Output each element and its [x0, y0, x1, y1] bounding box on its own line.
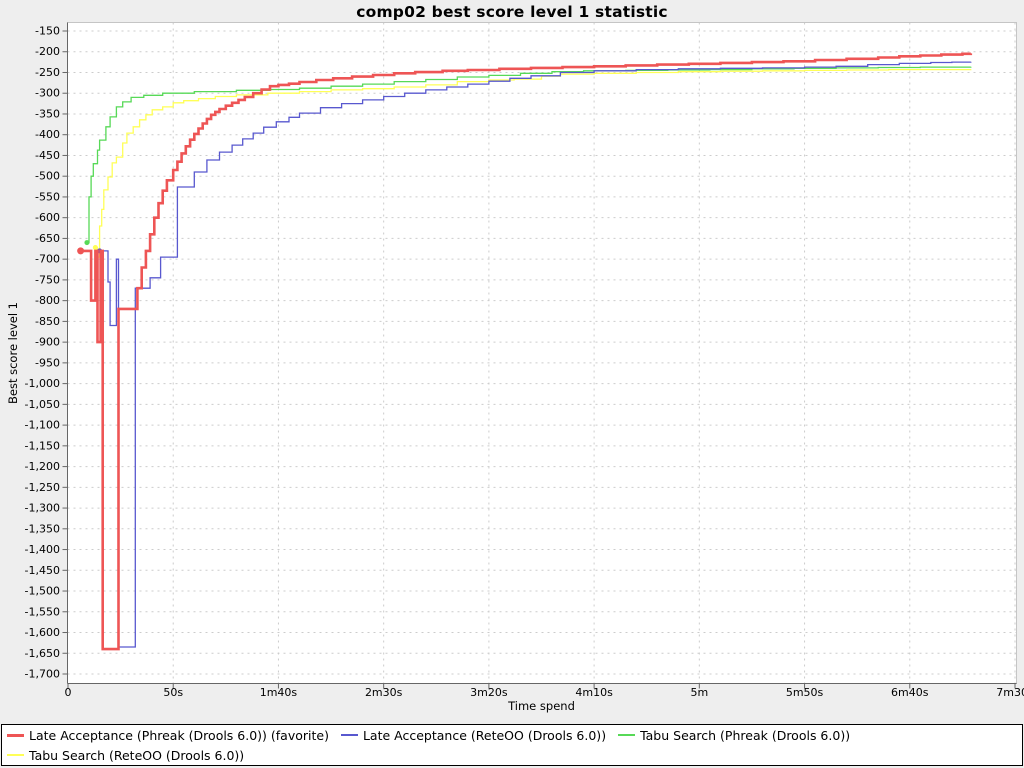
series-line-late-acceptance-reteoo	[99, 61, 972, 648]
y-tick-label: -1,250	[25, 481, 60, 494]
legend-item-tabu-search-reteoo: Tabu Search (ReteOO (Drools 6.0))	[7, 746, 244, 765]
x-tick-label: 5m50s	[786, 686, 824, 699]
x-tick-label: 4m10s	[575, 686, 613, 699]
y-tick-label: -1,600	[25, 626, 60, 639]
legend-swatch-tabu-search-reteoo	[7, 754, 24, 756]
legend-item-late-acceptance-reteoo: Late Acceptance (ReteOO (Drools 6.0))	[340, 726, 607, 745]
chart-title: comp02 best score level 1 statistic	[356, 3, 668, 21]
series-line-tabu-search-reteoo	[95, 68, 972, 258]
y-tick-label: -1,300	[25, 502, 60, 515]
y-tick-label: -1,650	[25, 647, 60, 660]
legend-item-tabu-search-phreak: Tabu Search (Phreak (Drools 6.0))	[618, 726, 850, 745]
series-start-marker-tabu-search-reteoo	[92, 245, 98, 251]
y-tick-label: -1,050	[25, 398, 60, 411]
y-tick-label: -1,700	[25, 668, 60, 681]
legend-swatch-late-acceptance-phreak	[7, 733, 24, 737]
y-tick-label: -1,500	[25, 585, 60, 598]
x-tick-label: 6m40s	[891, 686, 929, 699]
legend-swatch-tabu-search-phreak	[618, 734, 636, 736]
series-line-tabu-search-phreak	[86, 66, 972, 244]
y-tick-label: -750	[35, 273, 60, 286]
series-start-marker-tabu-search-phreak	[84, 240, 90, 246]
x-tick-label: 50s	[163, 686, 183, 699]
series-start-marker-late-acceptance-phreak	[77, 247, 85, 255]
legend-label-tabu-search-reteoo: Tabu Search (ReteOO (Drools 6.0))	[29, 747, 245, 763]
y-tick-label: -1,200	[25, 460, 60, 473]
y-tick-label: -700	[35, 253, 60, 266]
y-tick-label: -300	[35, 87, 60, 100]
y-axis-title: Best score level 1	[6, 302, 20, 404]
x-tick-label: 0	[65, 686, 72, 699]
x-tick-label: 7m30s	[996, 686, 1024, 699]
y-tick-label: -200	[35, 45, 60, 58]
y-tick-label: -1,100	[25, 419, 60, 432]
legend-label-tabu-search-phreak: Tabu Search (Phreak (Drools 6.0))	[640, 727, 851, 743]
x-tick-label: 5m	[690, 686, 708, 699]
y-tick-label: -400	[35, 128, 60, 141]
y-tick-label: -1,450	[25, 564, 60, 577]
legend-label-late-acceptance-reteoo: Late Acceptance (ReteOO (Drools 6.0))	[362, 727, 607, 743]
y-tick-label: -500	[35, 170, 60, 183]
legend: Late Acceptance (Phreak (Drools 6.0)) (f…	[1, 724, 1023, 766]
y-tick-label: -250	[35, 66, 60, 79]
y-tick-label: -850	[35, 315, 60, 328]
y-tick-label: -1,550	[25, 605, 60, 618]
y-tick-label: -950	[35, 356, 60, 369]
legend-swatch-late-acceptance-reteoo	[340, 734, 358, 736]
y-tick-label: -1,400	[25, 543, 60, 556]
y-tick-label: -550	[35, 190, 60, 203]
x-tick-label: 1m40s	[260, 686, 298, 699]
y-tick-label: -650	[35, 232, 60, 245]
x-axis-title: Time spend	[508, 699, 575, 713]
x-tick-label: 2m30s	[365, 686, 403, 699]
series-line-late-acceptance-phreak	[80, 52, 973, 651]
y-tick-label: -1,350	[25, 522, 60, 535]
y-tick-label: -800	[35, 294, 60, 307]
plot-background	[67, 22, 1017, 684]
y-tick-label: -1,000	[25, 377, 60, 390]
legend-label-late-acceptance-phreak: Late Acceptance (Phreak (Drools 6.0)) (f…	[29, 727, 329, 743]
y-tick-label: -600	[35, 211, 60, 224]
y-tick-label: -150	[35, 25, 60, 38]
legend-item-late-acceptance-phreak: Late Acceptance (Phreak (Drools 6.0)) (f…	[7, 726, 329, 745]
y-tick-label: -350	[35, 107, 60, 120]
plot-svg: -150 -200 -250 -300 -350 -400 -450 -500 -550 -600…	[25, 22, 1024, 699]
y-tick-label: -1,150	[25, 439, 60, 452]
y-tick-label: -900	[35, 336, 60, 349]
x-tick-label: 3m20s	[470, 686, 508, 699]
y-tick-label: -450	[35, 149, 60, 162]
